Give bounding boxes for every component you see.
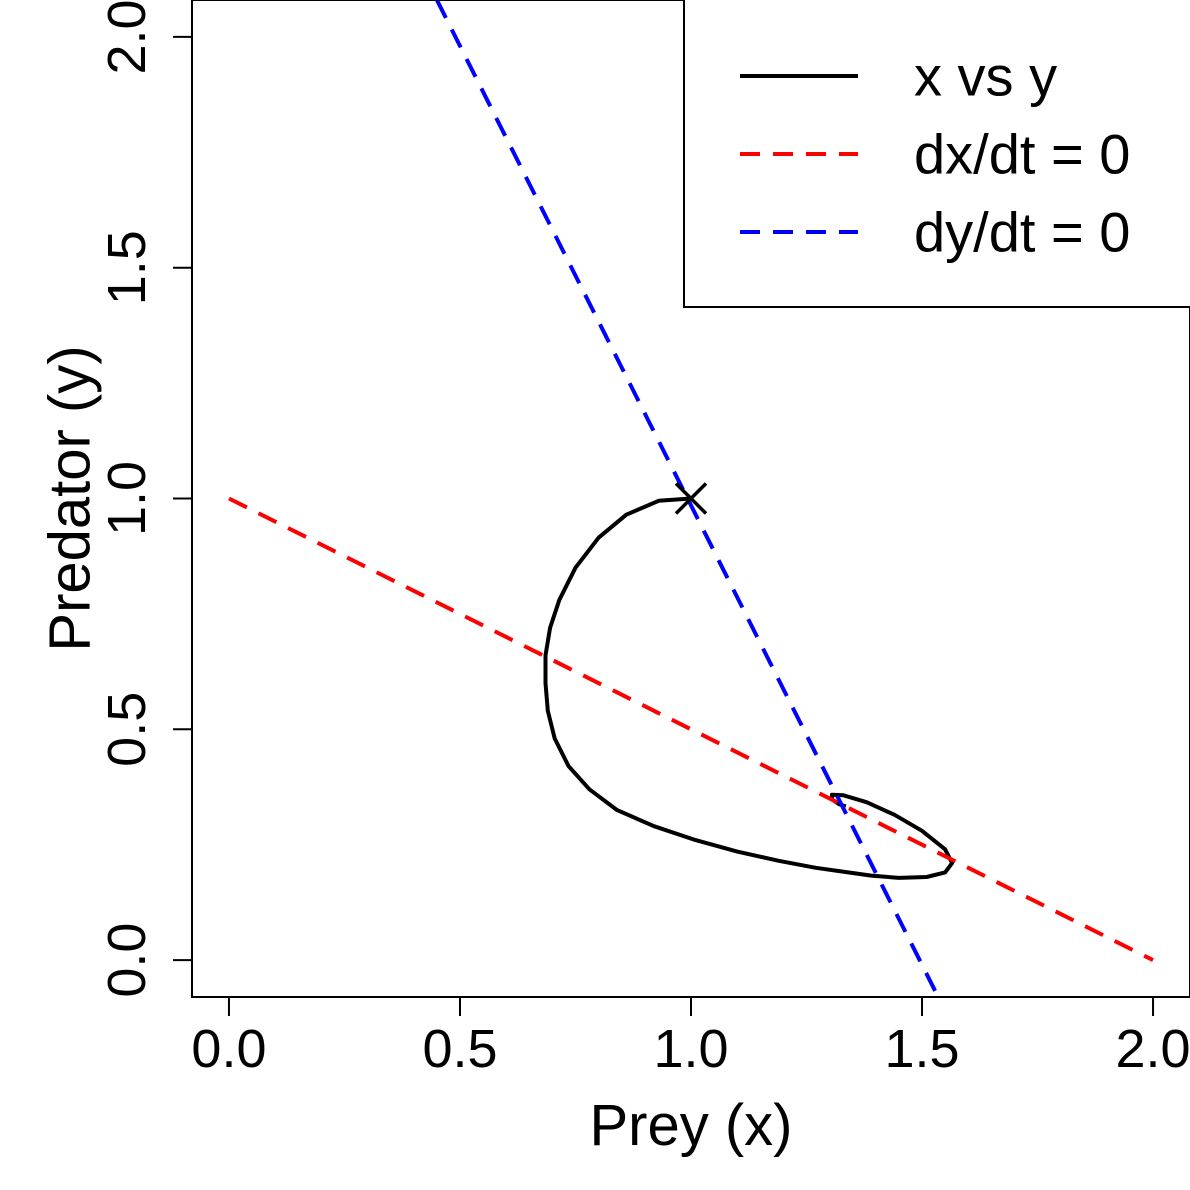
- legend-item-dx-dt-0: dx/dt = 0: [740, 123, 1130, 186]
- x-tick-label: 0.5: [422, 1019, 497, 1079]
- y-axis-title: Predator (y): [38, 345, 103, 651]
- y-tick-label: 0.0: [97, 923, 157, 998]
- series-line-dy-dt-0: [435, 0, 940, 997]
- start-point-marker: [674, 482, 708, 515]
- marker-layer: [674, 482, 708, 515]
- series-layer: [228, 0, 1154, 997]
- legend-label: dx/dt = 0: [914, 123, 1130, 186]
- series-line-x-vs-y: [543, 496, 955, 880]
- y-tick-label: 1.0: [97, 461, 157, 536]
- legend-label: x vs y: [914, 45, 1057, 108]
- legend: x vs y dx/dt = 0 dy/dt = 0: [683, 0, 1190, 308]
- legend-item-x-vs-y: x vs y: [740, 45, 1057, 108]
- x-tick-label: 1.5: [884, 1019, 959, 1079]
- x-tick-label: 2.0: [1115, 1019, 1190, 1079]
- x-axis: 0.0 0.5 1.0 1.5 2.0: [191, 996, 1190, 1079]
- x-tick-label: 1.0: [653, 1019, 728, 1079]
- series-line-dx-dt-0: [228, 496, 1154, 962]
- y-axis: 0.0 0.5 1.0 1.5 2.0: [97, 0, 193, 998]
- x-tick-label: 0.0: [191, 1019, 266, 1079]
- x-axis-title: Prey (x): [590, 1093, 793, 1158]
- y-tick-label: 2.0: [97, 0, 157, 74]
- y-tick-label: 1.5: [97, 230, 157, 305]
- legend-box: [683, 0, 1190, 308]
- y-tick-label: 0.5: [97, 692, 157, 767]
- legend-item-dy-dt-0: dy/dt = 0: [740, 201, 1130, 264]
- legend-label: dy/dt = 0: [914, 201, 1130, 264]
